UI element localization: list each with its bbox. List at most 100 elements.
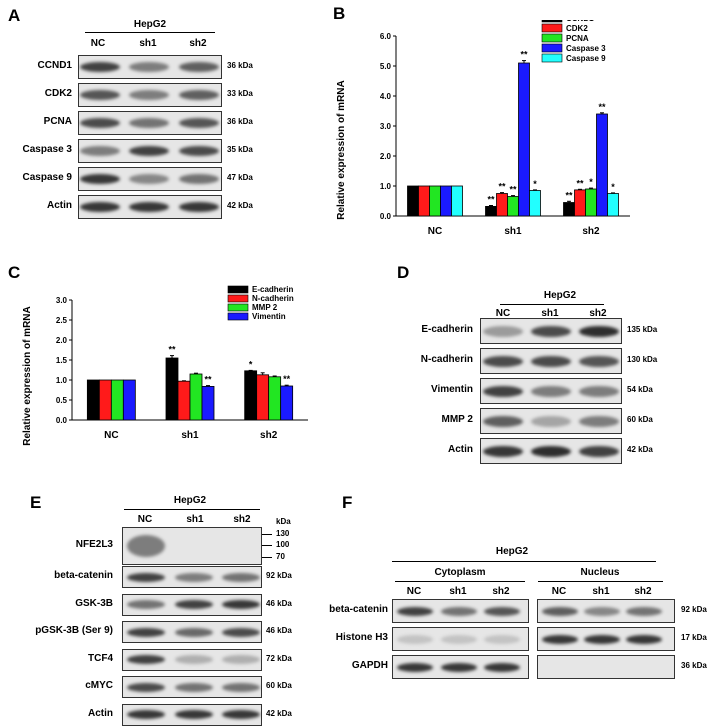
panel-a-col-sh1: sh1 (139, 38, 157, 49)
panel-c-ytick-label-3: 1.5 (56, 356, 68, 365)
panel-e-band-beta-catenin-lane-2 (175, 572, 213, 582)
panel-f-cyto-blot-beta-catenin (392, 599, 529, 623)
panel-b-xtick-label-nc: NC (428, 226, 442, 237)
panel-c-legend-swatch-vimentin (227, 312, 249, 321)
panel-e-col-nc: NC (137, 514, 153, 525)
panel-f-nuc-col-nc: NC (551, 586, 567, 597)
panel-c-sig-e-cadherin-sh1: ** (168, 345, 176, 355)
panel-f-group-nucleus: Nucleus (580, 567, 620, 578)
panel-b-sig-cdk2-sh1: ** (498, 182, 506, 192)
panel-f-cyto-col-sh1: sh1 (449, 586, 467, 597)
panel-a-blot-ccnd1 (78, 55, 222, 79)
panel-c-legend-label-e-cadherin: E-cadherin (252, 285, 293, 294)
panel-c-xtick-label-nc: NC (104, 430, 118, 441)
panel-a-blot-caspase-9 (78, 167, 222, 191)
panel-b-bar-caspase-3-nc (440, 185, 452, 217)
panel-d-row-label-mmp-2: MMP 2 (441, 414, 474, 425)
panel-d-band-n-cadherin-lane-2 (531, 355, 571, 367)
panel-c-bar-mmp-2-nc (110, 379, 124, 421)
panel-c-legend-swatch-n-cadherin (227, 294, 249, 303)
panel-e-blot-pgsk-3b-ser-9 (122, 621, 262, 643)
panel-d-band-e-cadherin-lane-2 (531, 325, 571, 337)
panel-a-kda-caspase-3: 35 kDa (227, 145, 253, 154)
panel-letter-f: F (342, 493, 353, 512)
panel-b-legend-label-cdk2: CDK2 (566, 24, 588, 33)
panel-b-ytick-label-3: 3.0 (380, 122, 392, 131)
panel-c-legend-swatch-e-cadherin (227, 285, 249, 294)
panel-f-nuc-band-histone-h3-lane-1 (542, 634, 578, 644)
panel-e-band-nfe2l3-lane-1 (127, 535, 165, 557)
panel-d-band-actin-lane-3 (579, 445, 619, 457)
panel-c-sig-e-cadherin-sh2: * (249, 359, 253, 369)
panel-c-bar-mmp-2-sh1 (189, 373, 203, 421)
panel-letter-b: B (333, 4, 346, 23)
panel-a-cell-line: HepG2 (133, 19, 167, 30)
panel-d-blot-vimentin (480, 378, 622, 404)
panel-f-nuc-band-beta-catenin-lane-1 (542, 606, 578, 616)
panel-f-cyto-band-gapdh-lane-3 (484, 662, 520, 672)
panel-c-bar-n-cadherin-sh1 (177, 380, 191, 421)
panel-c-bar-mmp-2-sh2 (268, 376, 282, 421)
panel-b-bar-pcna-sh2 (585, 188, 597, 217)
ladder-label-100: 100 (276, 540, 290, 549)
panel-b-legend-label-ccnd1: CCND1 (566, 20, 594, 23)
panel-b-legend-swatch-ccnd1 (541, 20, 563, 23)
panel-d-blot-actin (480, 438, 622, 464)
panel-a-band-ccnd1-lane-2 (129, 62, 169, 72)
panel-e-kda-pgsk-3b-ser-9: 46 kDa (266, 626, 292, 635)
panel-b-bar-cdk2-sh2 (574, 189, 586, 217)
panel-a-blot-caspase-3 (78, 139, 222, 163)
panel-c-bar-chart: Relative expression of mRNA 0.0 0.5 1.0 1.5… (22, 285, 308, 446)
panel-d-blot-e-cadherin (480, 318, 622, 344)
panel-a-band-cdk2-lane-3 (179, 90, 219, 100)
panel-c-legend-label-vimentin: Vimentin (252, 312, 286, 321)
ladder-tick-70 (262, 557, 272, 558)
panel-e-blot-nfe2l3 (122, 527, 262, 565)
panel-d-row-label-actin: Actin (448, 444, 473, 455)
panel-e-cell-line: HepG2 (173, 495, 207, 506)
panel-f-cyto-row-label-histone-h3: Histone H3 (335, 632, 388, 643)
panel-d-row-label-e-cadherin: E-cadherin (421, 324, 473, 335)
panel-e-band-gsk-3b-lane-1 (127, 600, 165, 609)
panel-e-row-label-tcf4: TCF4 (88, 652, 113, 664)
panel-a-blot-actin (78, 195, 222, 219)
panel-d-band-vimentin-lane-1 (483, 385, 523, 397)
panel-a-band-pcna-lane-1 (80, 118, 120, 128)
panel-b-ytick-label-2: 2.0 (380, 152, 392, 161)
panel-b-bar-caspase-3-sh2 (596, 113, 608, 217)
panel-d-band-vimentin-lane-2 (531, 385, 571, 397)
panel-b-bar-cdk2-sh1 (496, 193, 508, 217)
panel-a-row-label-actin: Actin (47, 200, 72, 211)
panel-c-bar-e-cadherin-nc (86, 379, 100, 421)
panel-f-cyto-band-gapdh-lane-1 (397, 662, 433, 672)
panel-b-legend-swatch-cdk2 (541, 23, 563, 33)
panel-b-legend-swatch-pcna (541, 33, 563, 43)
panel-c-bar-e-cadherin-sh2 (244, 370, 258, 421)
panel-a-kda-actin: 42 kDa (227, 201, 253, 210)
panel-b-ytick-label-0: 0.0 (380, 212, 392, 221)
panel-f-nuc-col-sh2: sh2 (634, 586, 652, 597)
panel-c-bar-e-cadherin-sh1 (165, 357, 179, 421)
panel-c-xtick-label-sh1: sh1 (181, 430, 199, 441)
panel-f-nuc-band-beta-catenin-lane-2 (584, 606, 620, 616)
panel-letter-e: E (30, 493, 42, 512)
panel-e-band-gsk-3b-lane-3 (222, 600, 260, 609)
panel-a-band-caspase-9-lane-1 (80, 174, 120, 184)
panel-b-sig-pcna-sh2: * (589, 177, 593, 187)
panel-c-bar-n-cadherin-nc (98, 379, 112, 421)
panel-f-cell-line-bar (392, 561, 656, 562)
panel-e-band-tcf4-lane-2 (175, 655, 213, 664)
panel-d-band-mmp-2-lane-3 (579, 415, 619, 427)
panel-a-kda-cdk2: 33 kDa (227, 89, 253, 98)
panel-f-nuc-blot-gapdh (537, 655, 675, 679)
panel-d-cell-line-bar (500, 304, 604, 305)
panel-b-bar-ccnd1-nc (407, 185, 419, 217)
panel-letter-a: A (8, 6, 21, 25)
panel-d-kda-actin: 42 kDa (627, 445, 653, 454)
panel-a-col-sh2: sh2 (189, 38, 207, 49)
panel-c-sig-vimentin-sh1: ** (204, 375, 212, 385)
panel-d-row-label-vimentin: Vimentin (430, 384, 473, 395)
panel-f-cyto-col-nc: NC (406, 586, 422, 597)
panel-d-band-e-cadherin-lane-3 (579, 325, 619, 337)
panel-a-row-label-cdk2: CDK2 (44, 88, 72, 99)
